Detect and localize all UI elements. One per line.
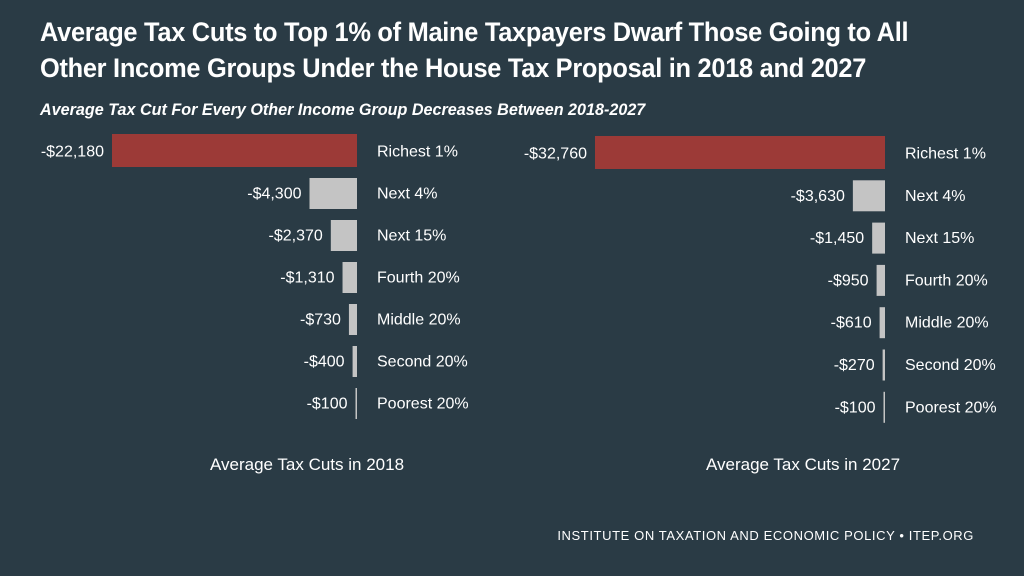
bar-second-20-	[352, 346, 357, 377]
panel-2027: -$32,760 Richest 1% -$3,630 Next 4% -$1,450 N…	[524, 136, 997, 474]
data-label: -$1,310	[280, 270, 334, 287]
category-label: Second 20%	[377, 354, 468, 371]
bar-fourth-20-	[876, 264, 885, 296]
data-label: -$3,630	[791, 188, 845, 205]
data-label: -$730	[300, 312, 341, 329]
category-label: Next 4%	[905, 188, 965, 205]
data-label: -$400	[304, 354, 345, 371]
axis-label: Average Tax Cuts in 2018	[210, 455, 404, 474]
category-label: Richest 1%	[377, 144, 458, 161]
chart-title: Average Tax Cuts to Top 1% of Maine Taxp…	[40, 17, 909, 83]
data-label: -$2,370	[269, 228, 323, 245]
source-footer: INSTITUTE ON TAXATION AND ECONOMIC POLIC…	[557, 528, 974, 543]
category-label: Second 20%	[905, 357, 996, 374]
data-label: -$100	[835, 399, 876, 416]
data-label: -$100	[307, 396, 348, 413]
data-label: -$32,760	[524, 146, 587, 163]
data-label: -$270	[834, 357, 875, 374]
bar-poorest-20-	[355, 388, 357, 419]
data-label: -$950	[828, 272, 869, 289]
bar-next-4-	[309, 178, 357, 209]
bar-middle-20-	[879, 307, 885, 339]
bar-next-15-	[330, 220, 357, 251]
bar-richest-1-	[595, 136, 885, 169]
category-label: Next 4%	[377, 186, 437, 203]
bar-poorest-20-	[883, 391, 885, 423]
category-label: Next 15%	[905, 230, 974, 247]
bar-middle-20-	[348, 304, 357, 335]
bar-next-15-	[872, 222, 885, 254]
category-label: Next 15%	[377, 228, 446, 245]
category-label: Fourth 20%	[905, 272, 988, 289]
bar-fourth-20-	[342, 262, 357, 293]
panel-2018: -$22,180 Richest 1% -$4,300 Next 4% -$2,370 N…	[41, 134, 469, 474]
category-label: Middle 20%	[905, 315, 989, 332]
bar-richest-1-	[112, 134, 357, 167]
bar-next-4-	[852, 180, 885, 212]
category-label: Middle 20%	[377, 312, 461, 329]
category-label: Richest 1%	[905, 146, 986, 163]
bar-second-20-	[882, 349, 885, 381]
data-label: -$4,300	[247, 186, 301, 203]
data-label: -$22,180	[41, 144, 104, 161]
category-label: Poorest 20%	[905, 399, 997, 416]
category-label: Poorest 20%	[377, 396, 469, 413]
data-label: -$1,450	[810, 230, 864, 247]
category-label: Fourth 20%	[377, 270, 460, 287]
data-label: -$610	[831, 315, 872, 332]
axis-label: Average Tax Cuts in 2027	[706, 455, 900, 474]
chart-subtitle: Average Tax Cut For Every Other Income G…	[40, 100, 646, 119]
